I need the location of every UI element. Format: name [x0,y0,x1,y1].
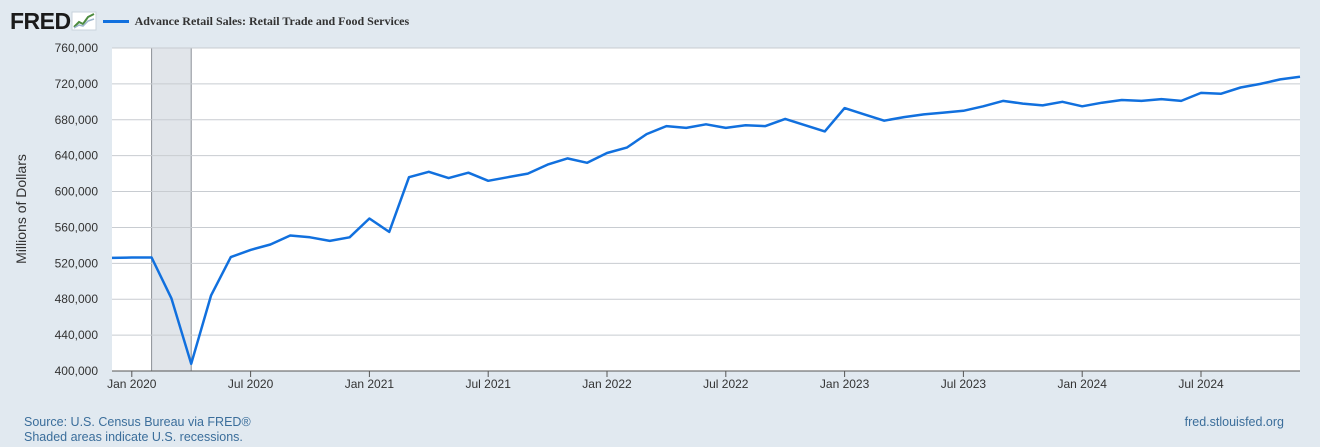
fred-logo[interactable]: FRED [10,8,97,35]
source-note[interactable]: Source: U.S. Census Bureau via FRED® [24,415,251,429]
recession-shading-layer [151,47,192,372]
y-tick-label: 680,000 [55,113,99,127]
x-tick-label: Jul 2020 [228,377,274,391]
y-tick-label: 440,000 [55,328,99,342]
y-tick-label: 400,000 [55,364,99,378]
y-tick-label: 560,000 [55,220,99,234]
fred-url-link[interactable]: fred.stlouisfed.org [1184,415,1284,429]
series-line[interactable] [111,75,1301,366]
y-tick-label: 480,000 [55,292,99,306]
y-tick-label: 640,000 [55,149,99,163]
legend-swatch [102,19,129,23]
x-tick-label: Jan 2021 [345,377,395,391]
recession-shade-0 [151,47,192,372]
y-tick-label: 760,000 [55,41,99,55]
y-axis-ticks: 400,000 440,000 480,000 520,000 560,000 600,0… [55,41,99,378]
plot-background [112,48,1300,371]
legend-series-label: Advance Retail Sales: Retail Trade and F… [134,13,410,28]
fred-logo-text: FRED [10,7,71,34]
x-axis-ticks: Jan 2020 Jul 2020 Jan 2021 Jul 2021 Jan 2022… [107,370,1300,391]
y-axis-title: Millions of Dollars [13,154,29,264]
recession-note: Shaded areas indicate U.S. recessions. [24,430,243,444]
x-tick-label: Jul 2024 [1178,377,1224,391]
x-tick-label: Jan 2024 [1058,377,1108,391]
y-tick-label: 520,000 [55,256,99,270]
x-tick-label: Jul 2022 [703,377,749,391]
x-tick-label: Jan 2020 [107,377,157,391]
x-tick-label: Jul 2021 [466,377,512,391]
fred-logo-graph-icon [71,11,97,31]
y-tick-label: 600,000 [55,185,99,199]
chart-header: FRED Advance Retail Sales: Retail Trade … [10,6,409,36]
x-tick-label: Jul 2023 [941,377,987,391]
chart-area[interactable]: 400,000 440,000 480,000 520,000 560,000 600,0… [0,0,1320,410]
chart-legend[interactable]: Advance Retail Sales: Retail Trade and F… [102,13,410,29]
x-tick-label: Jan 2023 [820,377,870,391]
x-tick-label: Jan 2022 [582,377,632,391]
y-tick-label: 720,000 [55,77,99,91]
